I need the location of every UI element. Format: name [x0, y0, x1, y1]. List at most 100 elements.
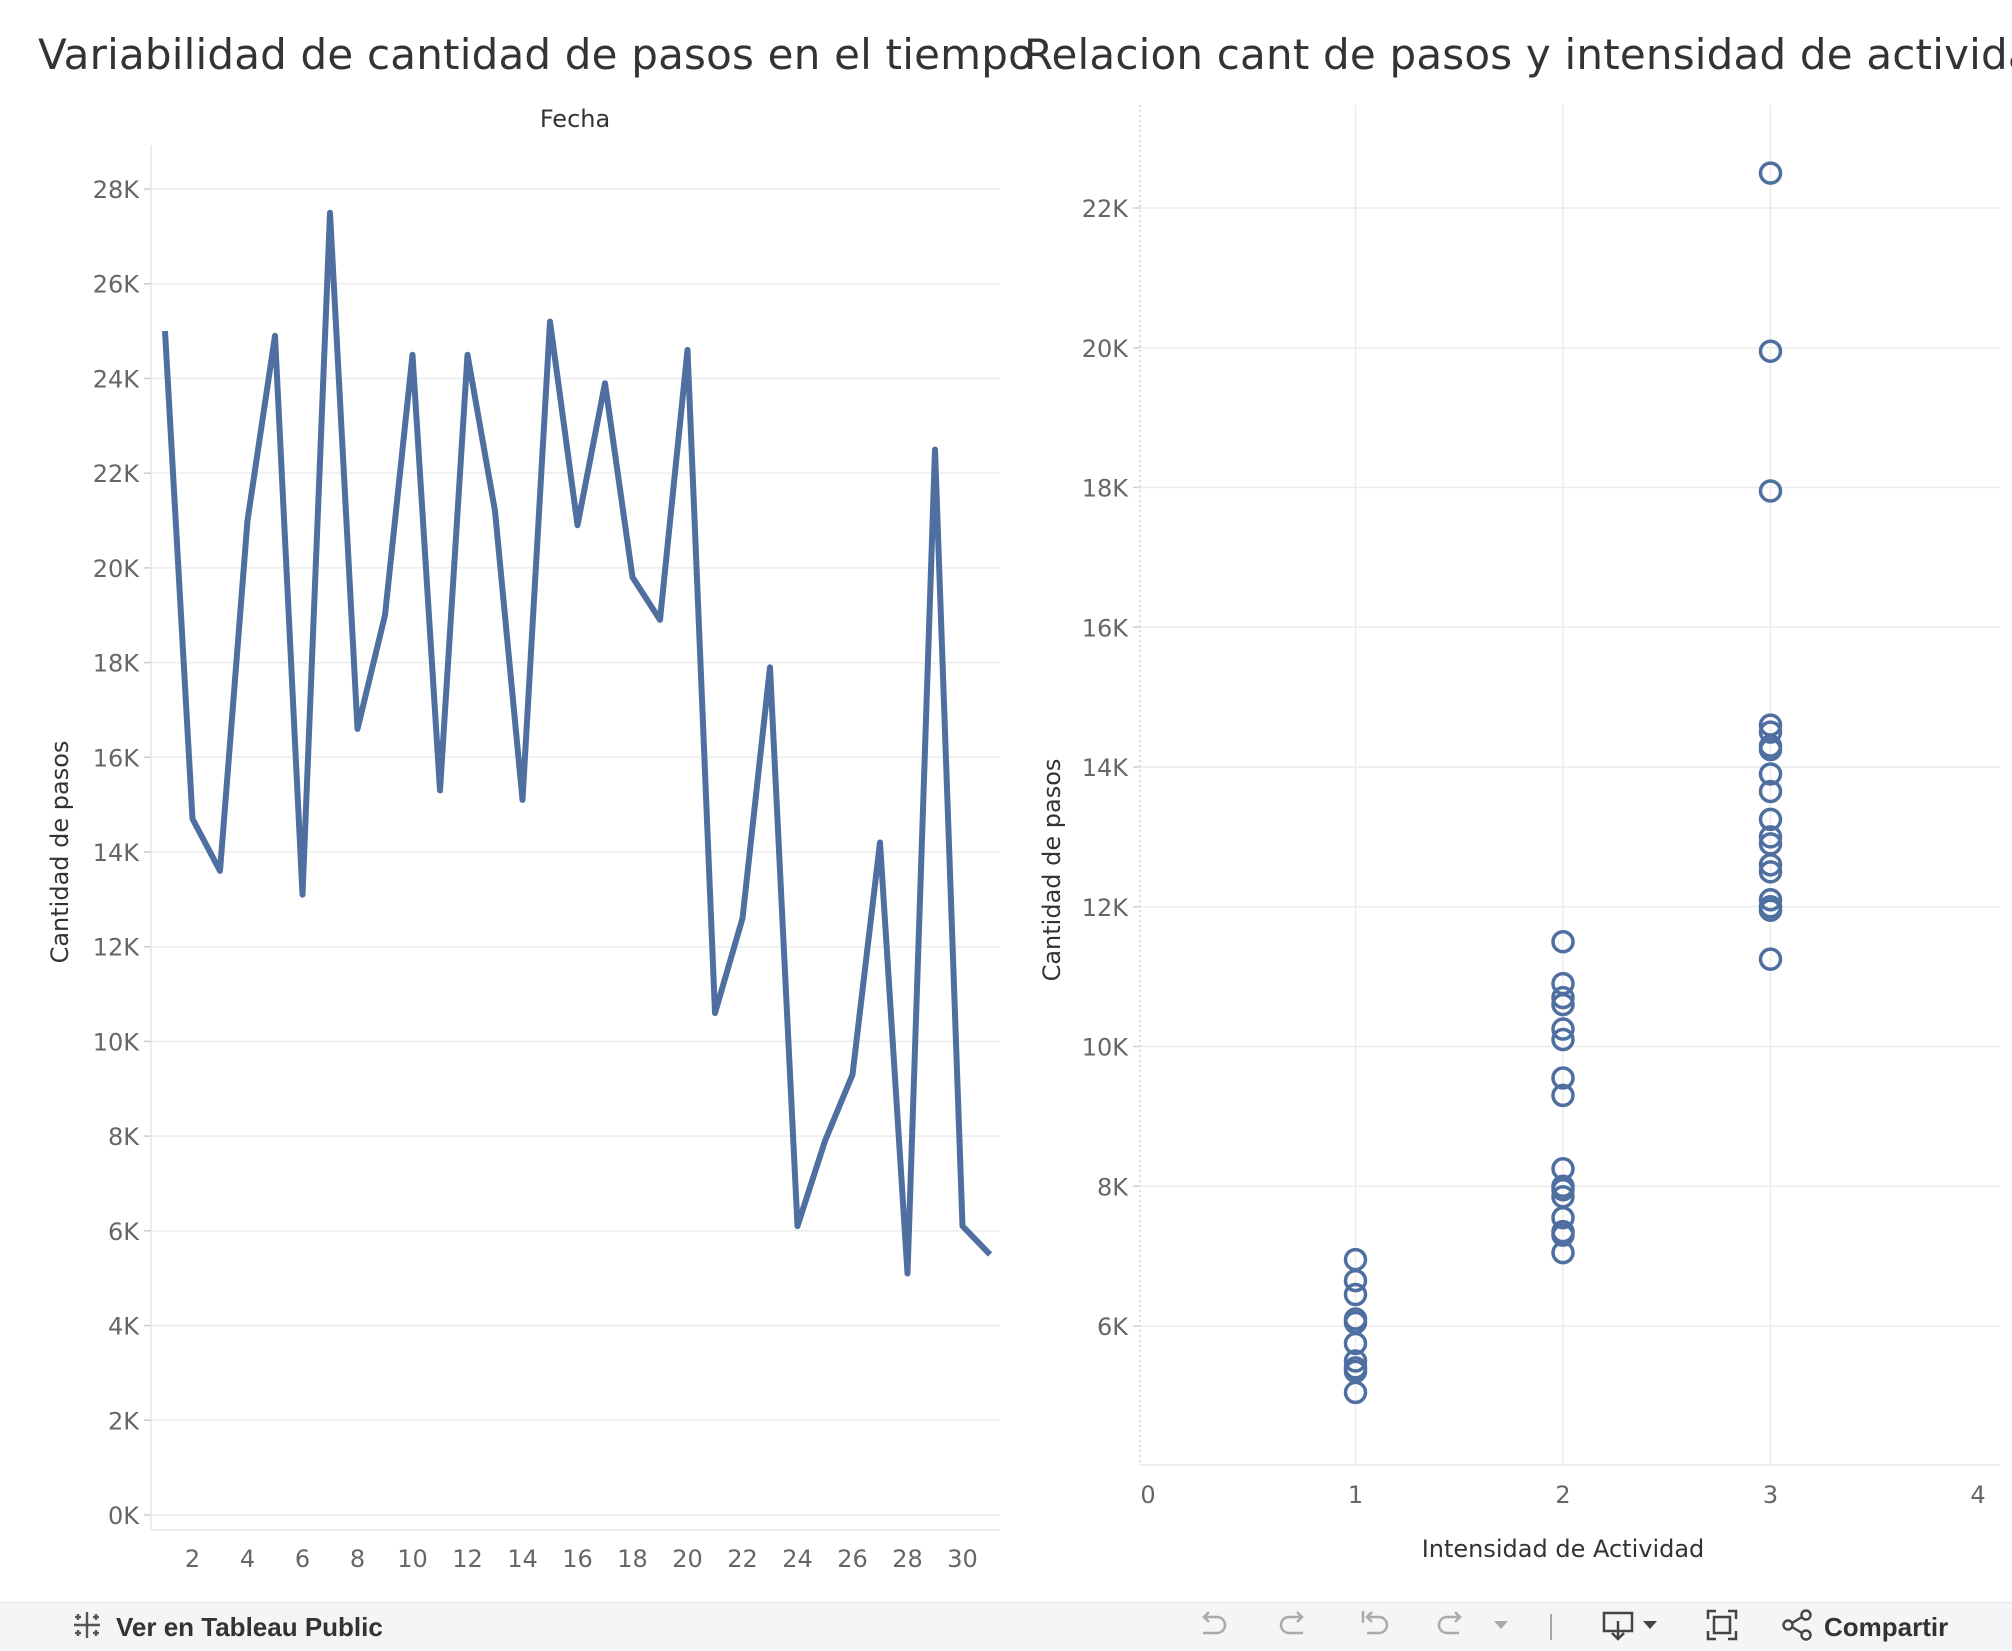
toolbar-divider: [1549, 1603, 1553, 1651]
x-tick-label: 4: [240, 1545, 255, 1573]
y-tick-label: 16K: [1082, 614, 1130, 642]
scatter-point: [1758, 737, 1783, 762]
scatter-point: [1551, 1223, 1575, 1247]
y-tick-label: 24K: [93, 365, 141, 393]
y-tick-label: 18K: [93, 650, 141, 678]
series-line: [162, 209, 993, 1277]
x-tick-label: 16: [562, 1545, 593, 1573]
y-axis-label: Cantidad de pasos: [46, 741, 74, 964]
scatter-point: [1551, 1017, 1575, 1041]
x-tick-label: 2: [1555, 1481, 1570, 1509]
view-in-tableau-label: Ver en Tableau Public: [116, 1611, 383, 1642]
column-header: Fecha: [540, 105, 610, 133]
x-tick-label: 2: [185, 1545, 200, 1573]
revert-button[interactable]: [1357, 1603, 1393, 1651]
scatter-chart: Cantidad de pasos Intensidad de Activida…: [1038, 105, 2000, 1563]
x-tick-label: 30: [947, 1545, 978, 1573]
y-tick-label: 18K: [1082, 475, 1130, 503]
undo-button[interactable]: [1195, 1603, 1231, 1651]
x-tick-label: 3: [1763, 1481, 1778, 1509]
scatter-point: [1551, 1177, 1575, 1202]
scatter-point: [1551, 1027, 1575, 1052]
scatter-point: [1758, 479, 1783, 503]
scatter-point: [1343, 1380, 1368, 1405]
scatter-point: [1758, 898, 1783, 922]
tableau-logo-icon: [70, 1608, 104, 1646]
share-button[interactable]: Compartir: [1780, 1603, 1948, 1651]
x-tick-label: 28: [892, 1545, 923, 1573]
x-tick-label: 10: [397, 1545, 428, 1573]
y-tick-label: 0K: [108, 1502, 140, 1530]
y-tick-label: 6K: [1097, 1313, 1129, 1341]
fullscreen-button[interactable]: [1704, 1603, 1740, 1651]
y-tick-label: 14K: [1082, 754, 1130, 782]
y-tick-label: 12K: [93, 934, 141, 962]
scatter-point: [1551, 985, 1575, 1010]
scatter-point: [1551, 1205, 1575, 1230]
undo-icon: [1195, 1607, 1231, 1647]
chart-title-left: Variabilidad de cantidad de pasos en el …: [38, 30, 1034, 79]
view-in-tableau-button[interactable]: Ver en Tableau Public: [70, 1603, 383, 1651]
x-tick-label: 14: [507, 1545, 538, 1573]
chevron-down-icon: [1491, 1615, 1511, 1639]
scatter-point: [1343, 1268, 1368, 1293]
scatter-point: [1758, 762, 1783, 786]
refresh-button[interactable]: [1433, 1603, 1469, 1651]
scatter-point: [1758, 779, 1783, 804]
scatter-point: [1343, 1282, 1368, 1307]
scatter-point: [1551, 1240, 1575, 1265]
x-tick-label: 0: [1140, 1481, 1155, 1509]
scatter-point: [1758, 888, 1783, 912]
y-tick-label: 16K: [93, 744, 141, 772]
x-tick-label: 26: [837, 1545, 868, 1573]
x-tick-label: 12: [452, 1545, 483, 1573]
y-tick-label: 10K: [93, 1028, 141, 1056]
y-tick-label: 20K: [93, 555, 141, 583]
scatter-point: [1758, 825, 1783, 849]
scatter-point: [1758, 720, 1783, 744]
y-tick-label: 20K: [1082, 335, 1130, 363]
y-tick-label: 10K: [1082, 1034, 1130, 1062]
y-tick-label: 2K: [108, 1407, 140, 1435]
scatter-point: [1551, 992, 1575, 1017]
refresh-dropdown[interactable]: [1491, 1603, 1511, 1651]
scatter-point: [1758, 947, 1783, 971]
y-tick-label: 22K: [93, 460, 141, 488]
scatter-point: [1758, 860, 1783, 884]
x-tick-label: 8: [350, 1545, 365, 1573]
y-axis-label: Cantidad de pasos: [1038, 759, 1066, 982]
scatter-point: [1758, 339, 1783, 363]
scatter-point: [1758, 853, 1783, 877]
x-axis-label: Intensidad de Actividad: [1422, 1535, 1705, 1563]
y-tick-label: 4K: [108, 1313, 140, 1341]
chart-title-right: Relacion cant de pasos y intensidad de a…: [1024, 30, 2012, 79]
x-tick-label: 20: [672, 1545, 703, 1573]
chevron-down-icon: [1640, 1615, 1660, 1639]
scatter-point: [1551, 1083, 1575, 1108]
x-tick-label: 24: [782, 1545, 813, 1573]
share-icon: [1780, 1608, 1814, 1646]
scatter-point: [1343, 1349, 1368, 1373]
y-tick-label: 12K: [1082, 894, 1130, 922]
refresh-icon: [1433, 1607, 1469, 1647]
share-label: Compartir: [1824, 1611, 1949, 1642]
fullscreen-icon: [1704, 1607, 1740, 1647]
scatter-point: [1343, 1331, 1368, 1356]
scatter-point: [1758, 161, 1783, 185]
x-tick-label: 1: [1348, 1481, 1363, 1509]
y-tick-label: 22K: [1082, 195, 1130, 223]
download-icon: [1600, 1607, 1636, 1647]
x-tick-label: 18: [617, 1545, 648, 1573]
x-tick-label: 4: [1970, 1481, 1985, 1509]
scatter-point: [1551, 929, 1575, 954]
download-button[interactable]: [1600, 1603, 1660, 1651]
x-tick-label: 6: [295, 1545, 310, 1573]
scatter-point: [1551, 1066, 1575, 1090]
y-tick-label: 28K: [93, 176, 141, 204]
toolbar: Ver en Tableau Public: [0, 1602, 2012, 1651]
x-tick-label: 22: [727, 1545, 758, 1573]
redo-button[interactable]: [1275, 1603, 1311, 1651]
y-tick-label: 8K: [108, 1123, 140, 1151]
y-tick-label: 8K: [1097, 1173, 1129, 1201]
scatter-point: [1758, 807, 1783, 832]
